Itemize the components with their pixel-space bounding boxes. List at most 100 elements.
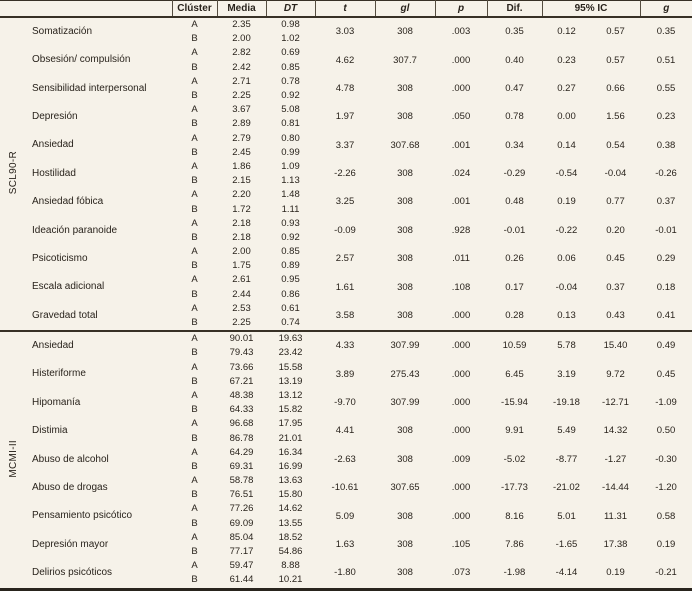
dt-value: 0.92 [281,90,300,102]
scale-row: Abuso de alcohol A 64.29 16.34 -2.63 308 .009 -… [0,446,692,464]
p-value: .105 [451,538,471,550]
cluster-value: A [191,217,198,229]
dt-value: 13.63 [278,475,303,487]
cluster-value: A [191,189,198,201]
ic-lower-value: -0.54 [555,168,578,180]
gl-value: 308 [397,425,413,437]
p-value: .003 [435,15,487,47]
scale-row: B 77.17 54.86 [0,545,692,559]
ic-upper-value: 1.56 [606,111,625,123]
ic-upper-value: 17.38 [603,538,628,550]
cluster-value: B [191,517,198,529]
p-value: .000 [435,330,487,361]
dt-value: 1.09 [281,160,300,172]
cluster-value: B [191,288,198,300]
p-value: .000 [451,54,471,66]
p-value: .001 [451,139,471,151]
dt-value: 15.58 [278,361,303,373]
ic-lower-value: 0.14 [557,139,576,151]
p-value: .073 [451,567,471,579]
g-value: 0.18 [656,281,676,293]
ic-lower-value: 0.13 [557,309,576,321]
dt-value: 13.55 [278,517,303,529]
scale-row: B 61.44 10.21 [0,573,692,589]
p-value: .108 [451,281,471,293]
t-value: 3.25 [335,196,355,208]
gl-value: 308 [397,111,413,123]
media-value: 58.78 [229,475,254,487]
g-value: 0.23 [656,111,676,123]
ic-lower-value: -8.77 [555,453,578,465]
cluster-value: A [191,160,198,172]
media-value: 2.25 [232,90,251,102]
p-value: .000 [451,397,471,409]
scale-row: B 1.75 0.89 [0,259,692,273]
cluster-value: B [191,432,198,444]
cluster-value: B [191,460,198,472]
scale-name: Escala adicional [32,281,105,293]
p-value: .000 [451,482,471,494]
t-value: 3.58 [335,309,355,321]
scale-row: B 69.09 13.55 [0,517,692,531]
dt-value: 0.89 [281,260,300,272]
scale-row: Distimia A 96.68 17.95 4.41 308 .000 9.91 5.49 14… [0,417,692,436]
g-value: 0.38 [656,139,676,151]
media-value: 73.66 [229,361,254,373]
ic-upper-value: 0.45 [606,253,625,265]
p-value: .024 [451,168,471,180]
scale-row: SCL90-R Somatización A 2.35 0.98 3.03 308.003 0… [0,15,692,332]
media-value: 2.89 [232,118,251,130]
cluster-value: A [191,503,198,515]
p-value: .050 [451,111,471,123]
media-value: 2.45 [232,146,251,158]
media-value: 64.33 [229,404,254,416]
media-value: 77.26 [229,503,254,515]
cluster-value: A [191,389,198,401]
dt-value: 13.12 [278,389,303,401]
dt-value: 13.19 [278,375,303,387]
p-value: .000 [451,368,471,380]
scale-name: Distimia [32,425,68,437]
dt-value: 8.88 [281,560,300,572]
cluster-value: B [191,231,198,243]
dt-value: 0.81 [281,118,300,130]
gl-value: 308 [397,510,413,522]
cluster-value: A [191,75,198,87]
ic-lower-value: 3.19 [557,368,576,380]
scale-name: Somatización [28,15,172,47]
ic-upper-value: 14.32 [603,425,628,437]
p-value: .000 [451,309,471,321]
ic-lower-value: -21.02 [553,482,580,494]
media-value: 96.68 [229,418,254,430]
dt-value: 15.80 [278,489,303,501]
g-value: -1.09 [655,397,677,409]
cluster-value: A [191,475,198,487]
dt-value: 19.63 [266,330,315,347]
media-value: 48.38 [229,389,254,401]
header-blank-cell [0,0,172,18]
g-value: -0.01 [655,224,677,236]
ic-upper-value: 0.19 [606,567,625,579]
ic-lower-value: 0.19 [557,196,576,208]
media-value: 69.09 [229,517,254,529]
scale-name: Obsesión/ compulsión [32,54,131,66]
media-value: 2.18 [232,217,251,229]
ic-upper-value: 0.57 [591,15,641,47]
ic-lower-value: 0.06 [557,253,576,265]
cluster-value: A [191,104,198,116]
dt-value: 14.62 [278,503,303,515]
t-value: 5.09 [335,510,355,522]
cluster-value: A [191,560,198,572]
scale-row: Sensibilidad interpersonal A 2.71 0.78 4.78 3… [0,75,692,93]
cluster-value: A [191,246,198,258]
scale-name: Hostilidad [32,167,76,179]
scale-row: Gravedad total A 2.53 0.61 3.58 308 .000 0.28 0.… [0,302,692,320]
gl-value: 308 [397,82,413,94]
p-value: .011 [452,253,470,265]
media-value: 1.72 [232,203,251,215]
gl-value: 307.99 [390,397,420,409]
gl-value: 307.68 [390,139,420,151]
t-value: -0.09 [334,224,356,236]
scale-row: Ansiedad fóbica A 2.20 1.48 3.25 308 .001 0.48 0… [0,188,692,207]
